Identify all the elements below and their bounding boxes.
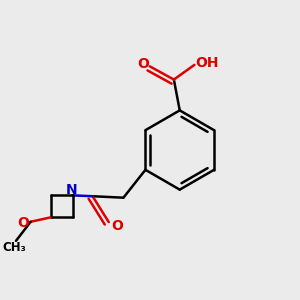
Text: N: N: [66, 183, 78, 197]
Text: O: O: [137, 57, 149, 71]
Text: O: O: [111, 219, 123, 232]
Text: O: O: [17, 216, 29, 230]
Text: OH: OH: [195, 56, 218, 70]
Text: CH₃: CH₃: [3, 241, 26, 254]
